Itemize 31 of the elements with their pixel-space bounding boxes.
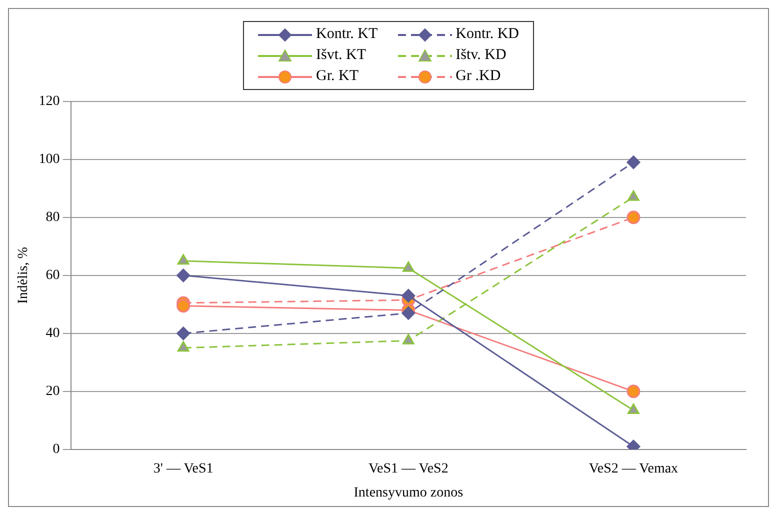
- y-tick-label: 0: [52, 442, 60, 458]
- point: [626, 156, 640, 170]
- y-tick-label: 40: [46, 326, 60, 342]
- legend-label: Ištv. KD: [456, 47, 506, 64]
- point: [176, 268, 190, 282]
- point: [402, 334, 414, 344]
- y-tick-label: 100: [38, 152, 60, 168]
- point: [628, 404, 640, 414]
- y-axis-title: Indėlis, %: [16, 246, 32, 304]
- point: [402, 288, 416, 302]
- point: [626, 384, 640, 398]
- x-tick-label: VeS2 — Vemax: [588, 461, 678, 476]
- legend-label: Kontr. KD: [456, 26, 519, 43]
- point: [177, 341, 190, 352]
- y-tick-label: 80: [46, 210, 60, 226]
- point: [626, 210, 640, 224]
- y-tick-label: 20: [46, 384, 60, 400]
- point: [177, 254, 190, 265]
- legend-label: Kontr. KT: [316, 26, 378, 43]
- point: [402, 306, 416, 320]
- y-tick-label: 120: [38, 94, 60, 110]
- point: [176, 326, 190, 340]
- legend-label: Gr. KT: [316, 68, 358, 85]
- point: [402, 261, 414, 272]
- legend-label: Išvt. KT: [316, 47, 366, 64]
- x-tick-label: 3' — VeS1: [153, 461, 214, 476]
- point: [176, 299, 190, 313]
- x-tick-label: VeS1 — VeS2: [368, 461, 448, 476]
- y-tick-label: 60: [46, 268, 60, 284]
- legend-label: Gr .KD: [456, 68, 501, 85]
- x-axis-title: Intensyvumo zonos: [354, 485, 464, 500]
